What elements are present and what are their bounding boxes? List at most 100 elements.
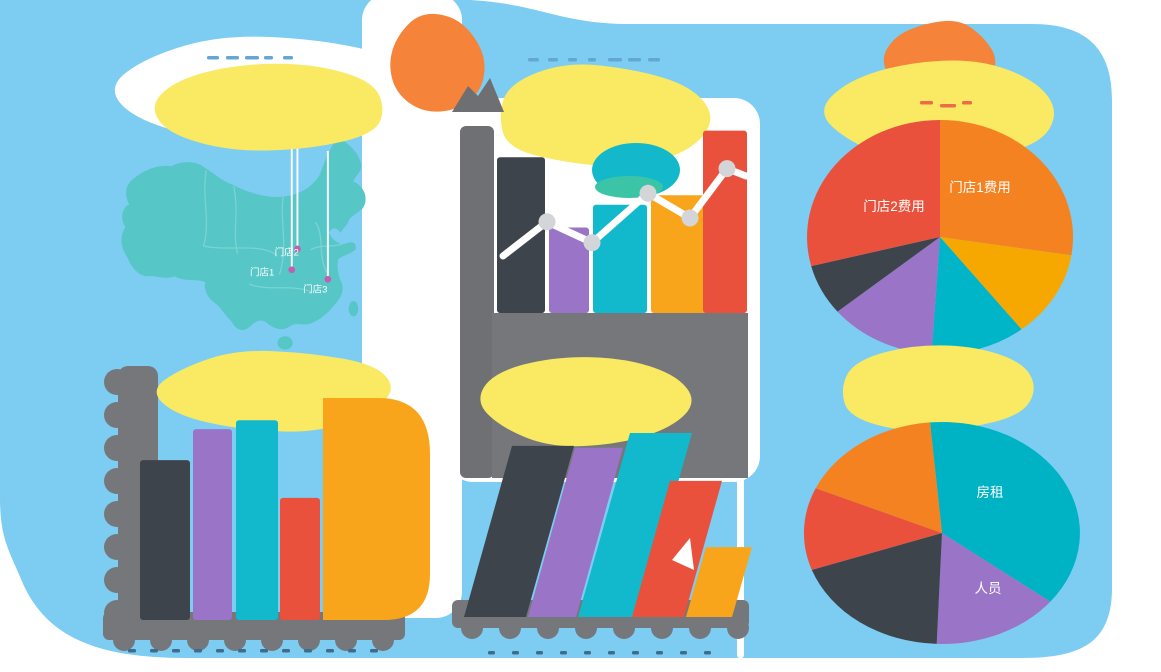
axis-scallop: [113, 629, 135, 651]
chart-top-middle: [460, 64, 750, 478]
axis-scallop: [104, 369, 130, 395]
axis-scallop: [104, 567, 130, 593]
pie-slice: [936, 533, 1051, 644]
tick-smudge: [226, 56, 239, 60]
tick-smudge: [608, 58, 622, 62]
tick-smudge: [536, 651, 543, 655]
tick-smudge: [512, 651, 519, 655]
axis-scallop: [575, 617, 597, 639]
axis-scallop: [613, 617, 635, 639]
tick-smudge: [282, 649, 290, 653]
pie2-label-rent: 房租: [977, 485, 1004, 500]
bar: [140, 460, 190, 620]
tick-smudge: [194, 649, 202, 653]
tick-smudge: [648, 58, 660, 62]
tick-smudge: [704, 651, 711, 655]
pie-cost-by-type: [803, 421, 1080, 644]
store-marker-3: [324, 275, 332, 283]
title-blob: [480, 357, 692, 447]
axis-scallop: [104, 402, 130, 428]
tick-smudge: [568, 58, 577, 62]
tick-smudge: [528, 58, 539, 62]
y-axis-bar: [104, 366, 158, 634]
store-3-label: 门店3: [303, 284, 327, 296]
axis-scallop: [461, 617, 483, 639]
tick-smudge: [588, 58, 596, 62]
axis-scallop: [104, 468, 130, 494]
axis-scallop: [651, 617, 673, 639]
store-2-label: 门店2: [275, 247, 299, 259]
mountain-deco: [452, 78, 504, 112]
pie-slice: [837, 237, 940, 354]
notch-deco: [672, 538, 694, 570]
tick-smudge: [207, 56, 219, 60]
tick-smudge: [172, 649, 180, 653]
axis-scallop: [104, 501, 130, 527]
y-axis-bar: [460, 126, 494, 478]
bar: [703, 130, 747, 313]
line-dots: [538, 160, 736, 252]
tick-smudge: [128, 649, 136, 653]
axis-scallop: [224, 629, 246, 651]
axis-scallop: [372, 629, 394, 651]
axis-scallop: [335, 629, 357, 651]
pie-slice: [811, 237, 940, 312]
axis-scallop: [187, 629, 209, 651]
pie-cost-by-store: [807, 120, 1074, 355]
bar: [280, 497, 320, 620]
pie-slice: [807, 120, 940, 267]
map-title-blob: [154, 63, 383, 151]
tick-smudge: [962, 101, 972, 105]
tick-smudge: [283, 56, 293, 60]
tick-smudge: [216, 649, 224, 653]
pie-slice: [815, 422, 942, 533]
pie-slice: [811, 533, 942, 644]
axis-scallop: [689, 617, 711, 639]
tick-smudge: [608, 651, 615, 655]
orange-circle-deco: [390, 13, 485, 112]
slanted-bar: [578, 433, 692, 617]
pie1-label-store1: 门店1费用: [949, 180, 1011, 195]
bar: [497, 157, 545, 313]
bar-series: [497, 130, 747, 313]
tick-smudge: [632, 651, 639, 655]
bar: [193, 429, 232, 620]
tick-smudge: [656, 651, 663, 655]
tick-smudge: [304, 649, 312, 653]
tick-smudge: [584, 651, 591, 655]
province-border: [203, 245, 278, 257]
tick-smudge: [348, 649, 356, 653]
province-border: [248, 283, 311, 293]
province-border: [278, 196, 285, 275]
china-landmass: [121, 137, 366, 330]
pie2-label-staff: 人员: [975, 581, 1002, 596]
tick-smudge: [628, 58, 641, 62]
axis-scallop: [104, 534, 130, 560]
axis-scallop: [298, 629, 320, 651]
line-dot: [639, 184, 657, 202]
tick-smudge: [245, 56, 259, 60]
tick-smudge: [326, 649, 334, 653]
axis-scallop: [261, 629, 283, 651]
province-border: [310, 243, 343, 251]
tick-smudge: [680, 651, 687, 655]
tick-smudge: [488, 651, 495, 655]
tick-smudge: [920, 101, 933, 105]
china-map: 门店1 门店2 门店3: [121, 137, 366, 350]
pie-slice: [931, 237, 1022, 355]
axis-scallop: [150, 629, 172, 651]
tick-marks: [128, 56, 972, 655]
tick-smudge: [370, 649, 378, 653]
tick-smudge: [260, 649, 268, 653]
pie-slice: [940, 237, 1072, 330]
tick-smudge: [238, 649, 246, 653]
province-border: [233, 186, 239, 254]
store-1-label: 门店1: [250, 266, 274, 278]
axis-scallop: [499, 617, 521, 639]
slanted-bar: [686, 547, 752, 617]
hainan-island: [277, 336, 293, 350]
tick-smudge: [150, 649, 158, 653]
store-marker-2: [294, 245, 301, 253]
chart-bottom-left: [103, 350, 430, 651]
